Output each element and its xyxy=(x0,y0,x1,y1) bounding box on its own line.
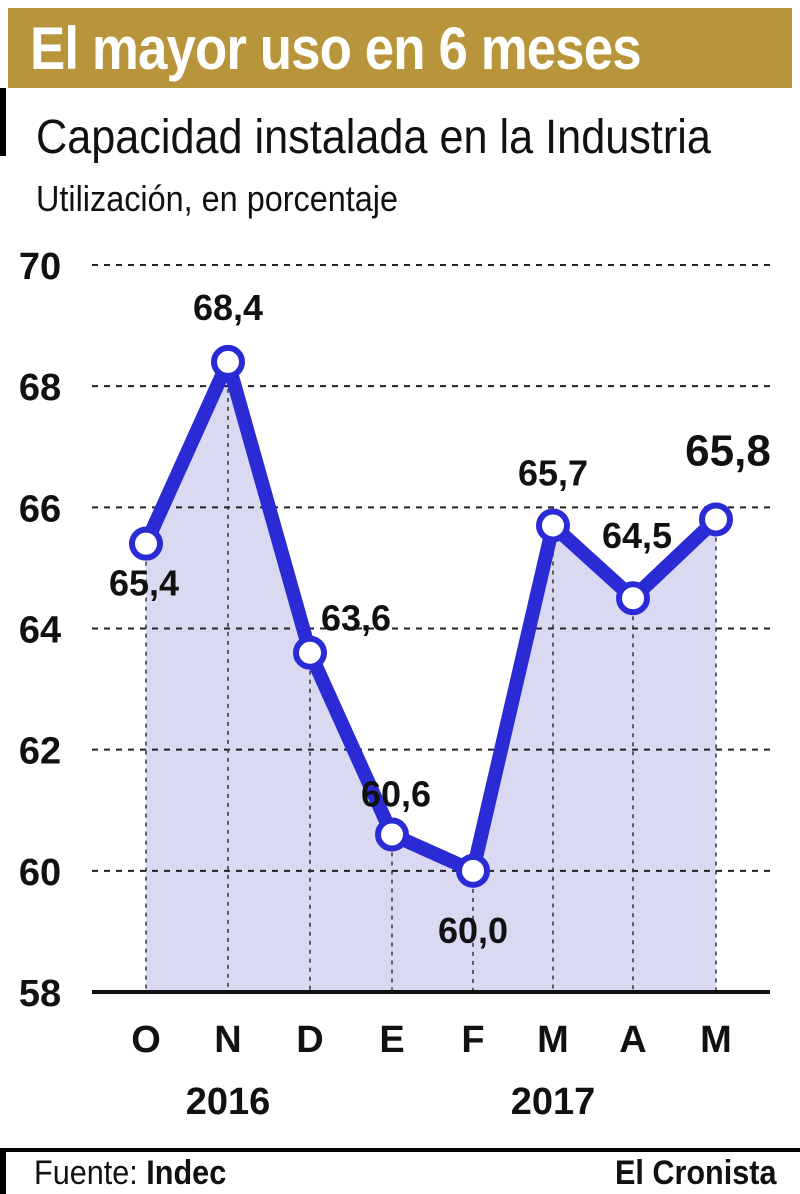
data-point xyxy=(211,344,245,379)
title-banner: El mayor uso en 6 meses xyxy=(8,8,792,88)
data-label: 60,6 xyxy=(361,773,431,814)
data-point xyxy=(536,508,570,543)
y-tick-label: 58 xyxy=(19,973,61,1015)
data-point xyxy=(129,526,163,561)
chart-subtitle: Utilización, en porcentaje xyxy=(36,178,399,219)
source-value: Indec xyxy=(146,1154,227,1192)
x-tick-label: D xyxy=(296,1019,323,1061)
source-credit: Fuente: Indec xyxy=(34,1154,226,1193)
x-tick-label: A xyxy=(619,1019,646,1061)
year-label: 2017 xyxy=(511,1081,596,1123)
y-tick-label: 68 xyxy=(19,367,61,409)
x-tick-label: M xyxy=(537,1019,569,1061)
y-tick-label: 60 xyxy=(19,852,61,894)
data-label: 60,0 xyxy=(438,910,508,951)
data-label: 68,4 xyxy=(193,287,263,328)
y-tick-label: 70 xyxy=(19,246,61,288)
data-point xyxy=(456,853,490,888)
footer-left-rule xyxy=(0,1152,6,1194)
x-tick-label: M xyxy=(700,1019,732,1061)
data-point xyxy=(699,502,733,537)
x-tick-label: F xyxy=(461,1019,484,1061)
year-label: 2016 xyxy=(186,1081,271,1123)
data-label: 64,5 xyxy=(602,515,672,556)
x-tick-label: E xyxy=(379,1019,404,1061)
area-fill xyxy=(146,361,716,992)
line-chart: 58 60 62 64 66 68 70 65,4 68,4 63,6 60,6 60,0 65,7 64… xyxy=(19,246,771,1123)
data-point xyxy=(375,817,409,852)
data-label: 65,8 xyxy=(685,426,771,475)
source-label: Fuente: xyxy=(34,1154,138,1192)
chart-title: Capacidad instalada en la Industria xyxy=(36,111,711,164)
x-tick-label: O xyxy=(131,1019,161,1061)
data-label: 63,6 xyxy=(321,598,391,639)
y-tick-label: 66 xyxy=(19,488,61,530)
series-line xyxy=(139,354,723,878)
data-point xyxy=(293,635,327,670)
x-tick-label: N xyxy=(214,1019,241,1061)
banner-title: El mayor uso en 6 meses xyxy=(30,14,642,82)
data-label: 65,4 xyxy=(109,563,179,604)
footer-divider xyxy=(0,1148,800,1152)
data-label: 65,7 xyxy=(518,453,588,494)
left-accent-rule xyxy=(0,88,6,156)
data-point xyxy=(616,581,650,616)
y-tick-label: 62 xyxy=(19,731,61,773)
y-tick-label: 64 xyxy=(19,610,61,652)
publisher-brand: El Cronista xyxy=(614,1154,776,1192)
